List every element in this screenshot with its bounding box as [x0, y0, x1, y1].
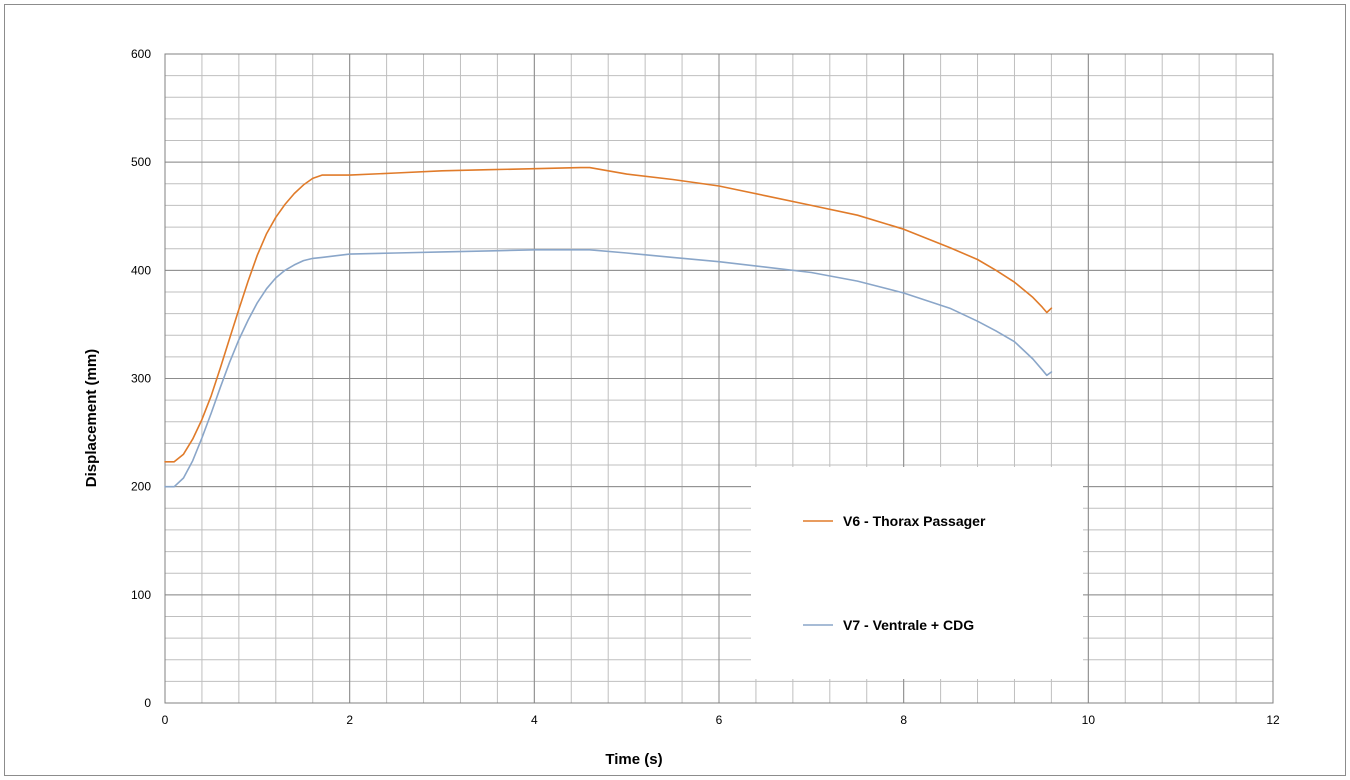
y-tick-label: 400 — [131, 263, 151, 277]
x-tick-label: 10 — [1082, 713, 1096, 727]
series-line-1 — [164, 166, 1053, 463]
y-tick-label: 100 — [131, 588, 151, 602]
series-lines — [164, 166, 1053, 488]
legend-label-2: V7 - Ventrale + CDG — [843, 617, 974, 633]
y-tick-label: 600 — [131, 47, 151, 61]
plot-border — [164, 53, 1274, 704]
x-tick-label: 2 — [346, 713, 353, 727]
x-tick-label: 4 — [531, 713, 538, 727]
x-tick-label: 0 — [162, 713, 169, 727]
tick-labels: 0 2 4 6 8 10 12 0 100 200 300 400 500 600 — [131, 47, 1280, 727]
y-axis-title: Displacement (mm) — [83, 349, 100, 487]
x-tick-label: 8 — [900, 713, 907, 727]
x-axis-title: Time (s) — [605, 751, 662, 768]
legend-box — [751, 467, 1083, 679]
y-tick-label: 200 — [131, 480, 151, 494]
legend: V6 - Thorax Passager V7 - Ventrale + CDG — [751, 467, 1083, 679]
x-tick-label: 12 — [1266, 713, 1280, 727]
grid-lines — [164, 53, 1274, 704]
y-tick-label: 300 — [131, 372, 151, 386]
series-line-2 — [164, 249, 1053, 488]
x-tick-label: 6 — [716, 713, 723, 727]
legend-label-1: V6 - Thorax Passager — [843, 513, 986, 529]
y-tick-label: 0 — [144, 696, 151, 710]
y-tick-label: 500 — [131, 155, 151, 169]
